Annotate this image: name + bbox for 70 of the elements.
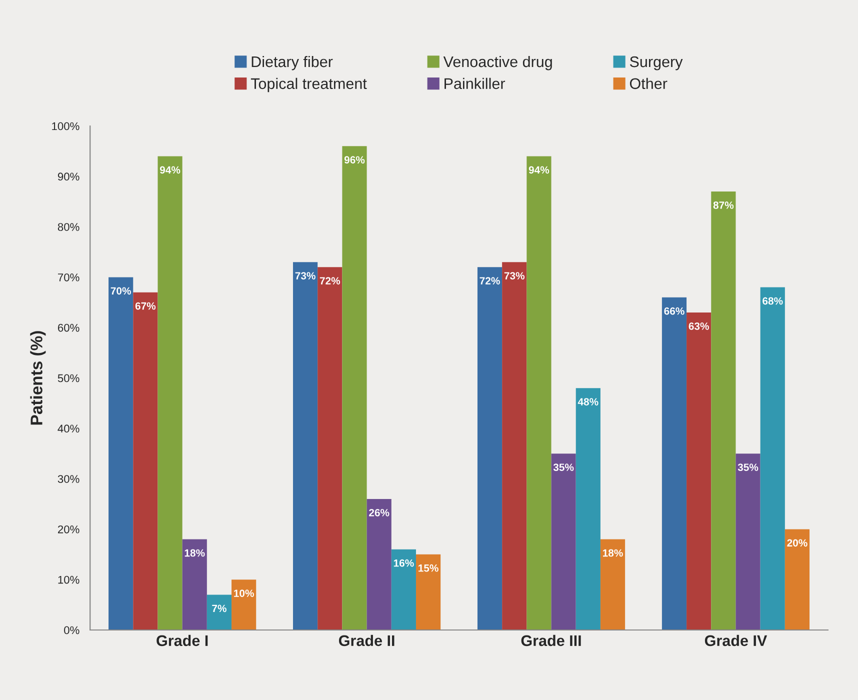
bar [342, 146, 367, 630]
bar [206, 594, 232, 630]
data-label: 94% [160, 166, 180, 174]
bar [576, 388, 600, 630]
bar [416, 554, 441, 630]
bar [551, 454, 576, 630]
bar [182, 539, 207, 630]
y-tick-label: 10% [58, 576, 80, 584]
bar [686, 312, 712, 630]
x-tick-label: Grade IV [704, 634, 768, 646]
legend-label: Surgery [630, 56, 683, 70]
bar [662, 297, 687, 630]
bar [600, 539, 626, 630]
data-label: 70% [110, 287, 131, 295]
y-tick-label: 0% [64, 626, 80, 634]
x-tick-label: Grade I [156, 634, 208, 646]
data-label: 10% [234, 590, 254, 597]
data-label: 18% [602, 549, 623, 557]
data-label: 73% [295, 272, 316, 280]
bar [784, 529, 810, 630]
y-tick-label: 40% [58, 424, 80, 433]
y-tick-label: 30% [58, 475, 80, 483]
y-tick-label: 20% [58, 525, 80, 534]
data-label: 67% [135, 302, 156, 310]
bar [293, 262, 318, 630]
data-label: 68% [762, 297, 783, 305]
data-label: 18% [184, 549, 205, 557]
data-label: 94% [528, 166, 550, 174]
bar [232, 580, 256, 630]
bar [318, 267, 342, 630]
legend-label: Dietary fiber [252, 56, 333, 70]
data-label: 66% [664, 307, 684, 315]
bar [760, 287, 785, 630]
data-label: 63% [688, 322, 709, 330]
legend-label: Venoactive drug [443, 56, 552, 70]
y-axis-title: Patients (%) [30, 331, 46, 425]
y-tick-label: 80% [58, 223, 80, 231]
bar [158, 156, 182, 630]
x-tick-label: Grade III [521, 634, 581, 646]
legend-label: Topical treatment [250, 78, 367, 92]
y-tick-label: 90% [58, 172, 80, 181]
data-label: 35% [738, 464, 758, 471]
legend-label: Other [630, 78, 668, 90]
y-tick-label: 60% [58, 324, 80, 332]
y-tick-label: 100% [52, 122, 80, 130]
data-label: 96% [344, 156, 365, 164]
bar [526, 156, 552, 630]
bar [711, 192, 736, 630]
data-label: 20% [787, 539, 808, 547]
bar [391, 549, 416, 630]
data-label: 15% [418, 564, 438, 572]
bar [502, 262, 527, 630]
data-label: 72% [320, 277, 340, 284]
data-label: 7% [212, 604, 226, 612]
bar [108, 277, 134, 630]
bar [477, 267, 502, 630]
x-tick-label: Grade II [338, 634, 394, 646]
data-label: 72% [480, 277, 500, 284]
data-label: 73% [504, 272, 525, 280]
data-label: 35% [553, 464, 574, 471]
y-tick-label: 50% [58, 374, 80, 382]
data-label: 26% [369, 508, 390, 516]
data-label: 16% [394, 559, 414, 567]
legend-label: Painkiller [444, 78, 506, 90]
bar [133, 292, 158, 630]
bar [366, 498, 392, 630]
bar [736, 454, 760, 630]
data-label: 48% [578, 398, 598, 406]
y-tick-label: 70% [58, 273, 80, 282]
data-label: 87% [713, 202, 734, 209]
